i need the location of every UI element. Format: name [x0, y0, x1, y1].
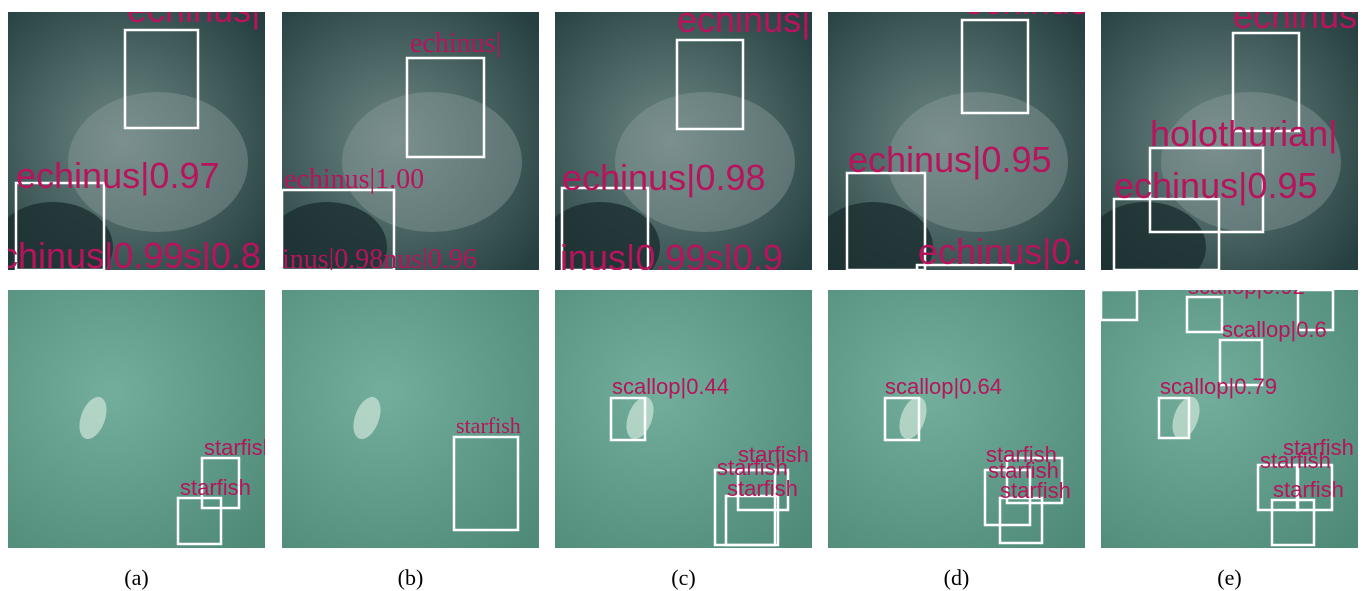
detection-label: holothurian|: [1150, 113, 1338, 154]
detection-label: starfish: [1000, 478, 1071, 503]
top-image: echinus| echinus|0.95 echinus|0.: [813, 0, 1097, 292]
detection-label: scallop|0.79: [1160, 374, 1277, 399]
detection-label: scallop|0.44: [612, 374, 729, 399]
panel-caption: (b): [398, 565, 424, 590]
detection-label: inus|0.98nus|0.96: [282, 244, 477, 275]
detection-label: echinus|0.98: [562, 157, 766, 198]
detection-label: echinus|0.: [918, 231, 1081, 272]
image-background: [828, 290, 1085, 548]
detection-label: echinus|1.00: [284, 164, 424, 195]
top-image: echinus| echinus|1.00 inus|0.98nus|0.96: [267, 12, 539, 292]
detection-label: inus|0.99s|0.9: [560, 237, 783, 278]
detection-label: echinus|: [964, 0, 1097, 22]
detection-label: echinus|: [677, 0, 810, 40]
detection-label: echinus|: [127, 0, 260, 30]
panel-caption: (c): [671, 565, 695, 590]
image-background: [8, 290, 265, 548]
detection-label: echinus|: [410, 28, 501, 59]
detection-label: starfish: [1273, 477, 1344, 502]
top-image: echinus| echinus|0.98 inus|0.99s|0.9: [540, 0, 812, 292]
detection-label: scallop|0.64: [885, 374, 1002, 399]
detection-label: starfish: [204, 435, 275, 460]
detection-label: starfish: [456, 413, 521, 438]
figure: echinus| echinus|0.97 chinus|0.99s|0.8 star…: [0, 0, 1365, 591]
bottom-image: scallop|0.92 scallop|0.6 scallop|0.79 starf…: [1101, 274, 1358, 548]
urchin: [1086, 202, 1206, 292]
bottom-image: starfish starfish: [8, 290, 275, 548]
panel-caption: (e): [1217, 565, 1241, 590]
detection-label: echinus|: [1233, 0, 1365, 36]
detection-label: starfish: [180, 475, 251, 500]
detection-label: starfish: [727, 476, 798, 501]
top-image: echinus| echinus|0.97 chinus|0.99s|0.8: [0, 0, 265, 292]
detection-label: scallop|0.92: [1188, 274, 1305, 299]
urchin: [813, 202, 933, 292]
detection-label: starfish: [1260, 448, 1331, 473]
detection-label: echinus|0.95: [1114, 165, 1318, 206]
bottom-image: starfish: [282, 290, 539, 548]
detection-label: scallop|0.6: [1222, 317, 1327, 342]
coral-patch: [342, 92, 522, 232]
panel-caption: (a): [124, 565, 148, 590]
detection-label: chinus|0.99s|0.8: [0, 235, 261, 276]
top-image: echinus| holothurian| echinus|0.95: [1086, 0, 1365, 292]
detection-label: echinus|0.95: [848, 139, 1052, 180]
detection-label: echinus|0.97: [16, 155, 220, 196]
panel-caption: (d): [944, 565, 970, 590]
